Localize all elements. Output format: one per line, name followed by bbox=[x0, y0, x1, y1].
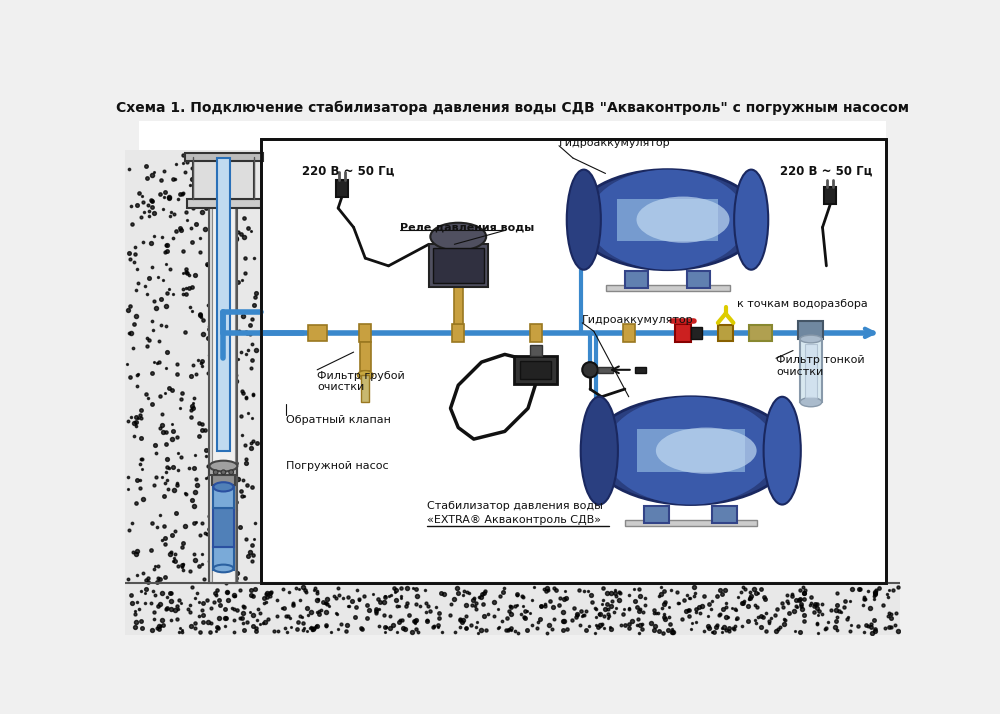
Bar bbox=[606, 285, 730, 291]
Bar bbox=[798, 321, 823, 339]
Ellipse shape bbox=[734, 170, 768, 270]
Text: Погружной насос: Погружной насос bbox=[286, 461, 389, 471]
Ellipse shape bbox=[358, 371, 373, 380]
Ellipse shape bbox=[581, 397, 618, 505]
Bar bbox=[139, 121, 886, 597]
Bar bbox=[125, 583, 900, 635]
Bar bbox=[429, 244, 488, 286]
Bar bbox=[213, 547, 234, 570]
Bar bbox=[209, 206, 237, 583]
Ellipse shape bbox=[656, 428, 757, 474]
Text: Стабилизатор давления воды: Стабилизатор давления воды bbox=[427, 501, 603, 511]
Ellipse shape bbox=[800, 398, 822, 407]
Bar bbox=[530, 345, 542, 356]
Bar bbox=[800, 339, 822, 402]
Bar bbox=[187, 199, 261, 208]
Ellipse shape bbox=[605, 397, 776, 505]
Circle shape bbox=[582, 362, 598, 378]
Text: 220 В ~ 50 Гц: 220 В ~ 50 Гц bbox=[302, 165, 394, 178]
Text: Фильтр тонкой
очистки: Фильтр тонкой очистки bbox=[776, 355, 865, 377]
Bar bbox=[520, 361, 551, 379]
Bar bbox=[308, 325, 326, 341]
Bar bbox=[209, 466, 237, 476]
Bar bbox=[185, 154, 263, 161]
Ellipse shape bbox=[213, 565, 234, 573]
Bar bbox=[215, 486, 232, 570]
Bar bbox=[261, 139, 886, 583]
Bar bbox=[637, 429, 745, 472]
Text: Обратный клапан: Обратный клапан bbox=[286, 415, 391, 425]
Bar bbox=[361, 375, 369, 402]
Bar bbox=[336, 180, 348, 196]
Bar bbox=[452, 323, 464, 342]
Bar bbox=[193, 156, 254, 199]
Text: Схема 1. Подключение стабилизатора давления воды СДВ "Акваконтроль" с погружным : Схема 1. Подключение стабилизатора давле… bbox=[116, 101, 909, 116]
Bar bbox=[530, 323, 542, 342]
Bar bbox=[718, 325, 733, 341]
Circle shape bbox=[221, 470, 226, 475]
Ellipse shape bbox=[430, 223, 486, 251]
Bar bbox=[644, 506, 669, 523]
Bar bbox=[625, 520, 757, 526]
Ellipse shape bbox=[213, 482, 234, 491]
Ellipse shape bbox=[590, 397, 792, 505]
Bar bbox=[213, 508, 234, 547]
Ellipse shape bbox=[567, 170, 601, 270]
Bar bbox=[712, 506, 737, 523]
Bar bbox=[598, 367, 613, 373]
Bar bbox=[433, 248, 484, 283]
Bar bbox=[514, 356, 557, 383]
Text: Фильтр грубой
очистки: Фильтр грубой очистки bbox=[317, 371, 405, 392]
Bar bbox=[749, 325, 772, 341]
Bar bbox=[261, 139, 886, 583]
Bar bbox=[625, 271, 648, 288]
Ellipse shape bbox=[637, 196, 730, 243]
Circle shape bbox=[213, 470, 218, 475]
Bar bbox=[212, 474, 235, 486]
Ellipse shape bbox=[574, 170, 761, 270]
Ellipse shape bbox=[764, 397, 801, 505]
Circle shape bbox=[229, 470, 234, 475]
Bar bbox=[454, 286, 463, 323]
Bar bbox=[824, 187, 836, 204]
Bar bbox=[359, 323, 371, 342]
Ellipse shape bbox=[800, 335, 822, 343]
Text: Гидроаккумулятор: Гидроаккумулятор bbox=[582, 315, 694, 325]
Bar bbox=[691, 328, 702, 339]
Text: «EXTRA® Акваконтроль СДВ»: «EXTRA® Акваконтроль СДВ» bbox=[427, 515, 601, 525]
Bar bbox=[623, 323, 635, 342]
Text: к точкам водоразбора: к точкам водоразбора bbox=[737, 299, 868, 309]
Bar bbox=[212, 207, 235, 583]
Bar bbox=[675, 323, 691, 342]
Text: Реле давления воды: Реле давления воды bbox=[400, 222, 534, 232]
Bar bbox=[213, 487, 234, 508]
Ellipse shape bbox=[209, 461, 237, 471]
Bar bbox=[805, 344, 817, 398]
Bar bbox=[617, 199, 718, 241]
Bar bbox=[217, 158, 230, 451]
Bar bbox=[635, 367, 646, 373]
Ellipse shape bbox=[588, 170, 747, 270]
Text: 220 В ~ 50 Гц: 220 В ~ 50 Гц bbox=[780, 165, 872, 178]
Text: Гидроаккумулятор: Гидроаккумулятор bbox=[559, 138, 671, 148]
Bar bbox=[687, 271, 710, 288]
Bar bbox=[125, 151, 261, 597]
Bar bbox=[360, 342, 371, 371]
